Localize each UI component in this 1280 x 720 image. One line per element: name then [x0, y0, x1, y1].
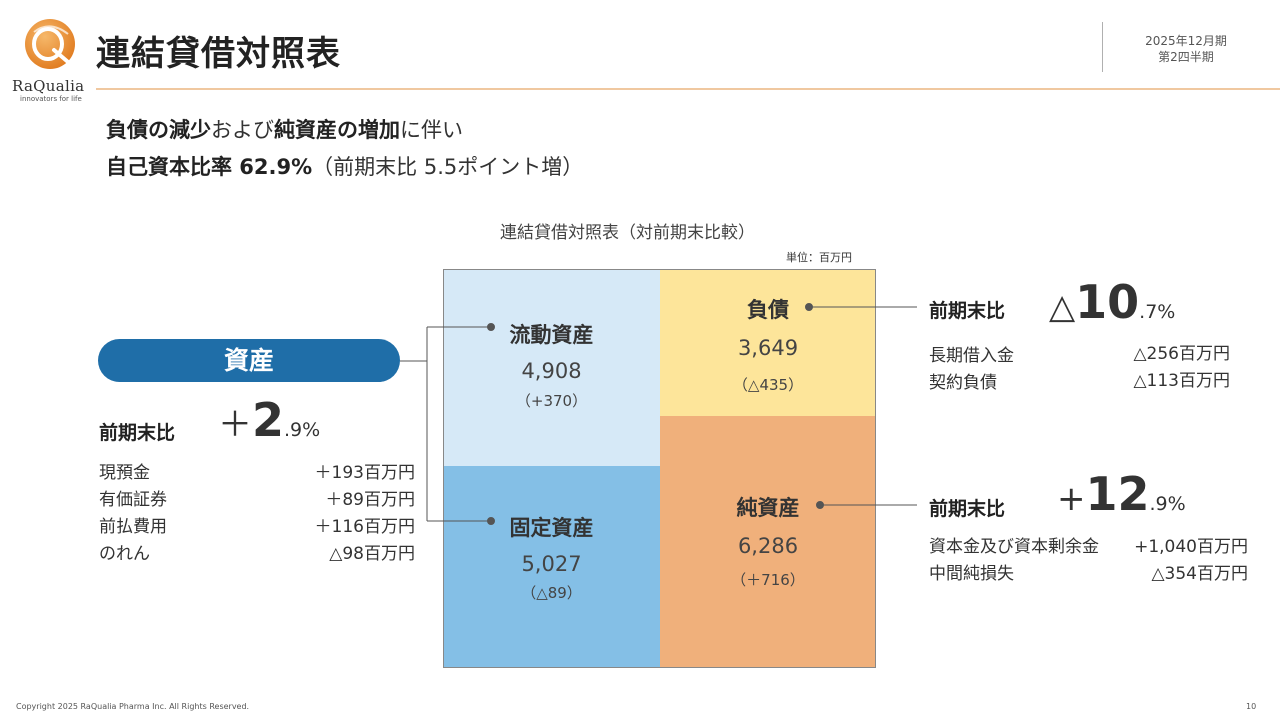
assets-dec: .9% — [284, 419, 321, 441]
lead-1-c: 純資産の増加 — [274, 118, 400, 142]
assets-detail-label-1: 有価証券 — [99, 490, 167, 510]
net-assets-change: （＋716） — [731, 571, 805, 589]
assets-pill: 資産 — [98, 339, 400, 382]
current-assets-name: 流動資産 — [509, 323, 594, 347]
lead-line-2: 自己資本比率 62.9%（前期末比 5.5ポイント増） — [106, 151, 583, 181]
assets-sign: ＋ — [218, 405, 252, 445]
liabilities-cmp-label: 前期末比 — [929, 300, 1006, 322]
header-rule — [96, 88, 1280, 90]
assets-detail-label-0: 現預金 — [99, 463, 150, 483]
fixed-assets-block: 固定資産 5,027 （△89） — [443, 466, 660, 668]
lead-2-b: （前期末比 5.5ポイント増） — [312, 155, 584, 179]
net-assets-cmp-label: 前期末比 — [929, 498, 1006, 520]
net-assets-int: 12 — [1085, 467, 1150, 521]
raqualia-logo-icon — [25, 19, 75, 69]
assets-detail-value-0: ＋193百万円 — [314, 463, 415, 483]
balance-sheet-title: 連結貸借対照表（対前期末比較） — [500, 223, 755, 243]
logo-name: RaQualia — [12, 77, 85, 95]
liabilities-detail-value-1: △113百万円 — [1133, 371, 1230, 391]
net-assets-change-rate: +12.9% — [1057, 467, 1186, 521]
liabilities-change-rate: △10.7% — [1049, 275, 1175, 329]
assets-detail-value-2: ＋116百万円 — [314, 517, 415, 537]
current-assets-block: 流動資産 4,908 （+370） — [443, 269, 660, 466]
fiscal-period: 2025年12月期 第2四半期 — [1106, 33, 1266, 65]
liabilities-value: 3,649 — [737, 336, 799, 360]
lead-1-b: および — [211, 118, 274, 142]
fixed-assets-change: （△89） — [521, 584, 582, 602]
liabilities-block: 負債 3,649 （△435） — [660, 269, 876, 416]
fixed-assets-value: 5,027 — [521, 552, 582, 576]
assets-detail-value-3: △98百万円 — [329, 544, 415, 564]
net-assets-block: 純資産 6,286 （＋716） — [660, 416, 876, 668]
copyright: Copyright 2025 RaQualia Pharma Inc. All … — [16, 702, 250, 711]
liabilities-change: （△435） — [732, 376, 804, 394]
assets-detail-value-1: ＋89百万円 — [325, 490, 415, 510]
liabilities-int: 10 — [1075, 275, 1140, 329]
net-assets-name: 純資産 — [736, 496, 800, 520]
liabilities-sign: △ — [1049, 287, 1076, 327]
liabilities-detail-label-1: 契約負債 — [929, 373, 997, 393]
assets-change-rate: ＋2.9% — [218, 393, 320, 447]
period-year: 2025年12月期 — [1145, 34, 1227, 48]
lead-2-a: 自己資本比率 62.9% — [106, 155, 313, 179]
current-assets-change: （+370） — [515, 392, 588, 410]
lead-line-1: 負債の減少および純資産の増加に伴い — [106, 114, 463, 144]
page-title: 連結貸借対照表 — [96, 34, 341, 74]
period-quarter: 第2四半期 — [1158, 50, 1214, 64]
assets-detail-label-3: のれん — [99, 544, 150, 564]
lead-1-a: 負債の減少 — [106, 118, 211, 142]
assets-detail-label-2: 前払費用 — [99, 517, 167, 537]
net-assets-value: 6,286 — [737, 534, 799, 558]
logo-tagline: innovators for life — [20, 95, 82, 103]
net-assets-dec: .9% — [1149, 493, 1186, 515]
net-assets-detail-label-1: 中間純損失 — [929, 564, 1014, 584]
header-divider — [1102, 22, 1103, 72]
liabilities-dec: .7% — [1139, 301, 1176, 323]
current-assets-value: 4,908 — [521, 359, 582, 383]
net-assets-detail-value-0: +1,040百万円 — [1134, 537, 1248, 557]
lead-1-d: に伴い — [400, 118, 463, 142]
fixed-assets-name: 固定資産 — [509, 516, 594, 540]
net-assets-sign: + — [1057, 479, 1086, 519]
unit-label: 単位：百万円 — [786, 251, 852, 264]
assets-cmp-label: 前期末比 — [99, 422, 176, 444]
liabilities-detail-label-0: 長期借入金 — [929, 346, 1014, 366]
liabilities-name: 負債 — [747, 298, 789, 322]
net-assets-detail-label-0: 資本金及び資本剰余金 — [929, 537, 1099, 557]
liabilities-detail-value-0: △256百万円 — [1133, 344, 1230, 364]
page-number: 10 — [1246, 702, 1257, 711]
assets-int: 2 — [252, 393, 285, 447]
net-assets-detail-value-1: △354百万円 — [1151, 564, 1248, 584]
